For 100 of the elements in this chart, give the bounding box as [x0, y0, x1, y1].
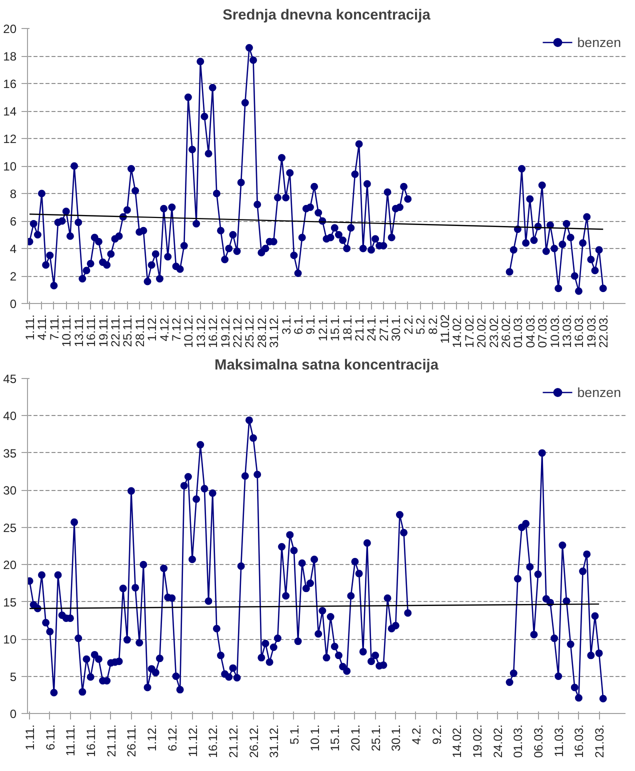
- x-tick-label: 2.2.: [401, 314, 416, 335]
- x-tick-label: 6.11.: [43, 724, 58, 750]
- x-tick-label: 6.1.: [292, 314, 306, 335]
- x-tick-label: 27.1.: [376, 314, 391, 342]
- x-tick-label: 9.1.: [304, 314, 318, 335]
- y-tick-label: 20: [3, 22, 17, 36]
- x-tick-label: 8.2.: [426, 314, 440, 335]
- x-tick-label: 23.02.: [486, 314, 501, 348]
- x-tick-label: 12.1.: [316, 314, 330, 342]
- x-tick-label: 13.11.: [72, 314, 86, 347]
- x-tick-label: 11.03.: [552, 724, 566, 757]
- x-tick-label: 01.03.: [511, 724, 526, 758]
- x-tick-label: 3.1.: [279, 314, 294, 335]
- x-tick-label: 21.1.: [352, 314, 367, 342]
- x-tick-label: 07.03.: [536, 314, 550, 348]
- chart-title: Srednja dnevna koncentracija: [222, 8, 432, 24]
- x-tick-label: 10.03.: [548, 314, 562, 348]
- x-tick-label: 4.2.: [409, 724, 424, 745]
- x-tick-label: 31.12.: [267, 724, 282, 758]
- x-tick-label: 25.12.: [242, 314, 257, 348]
- y-tick-label: 45: [3, 372, 17, 386]
- x-tick-label: 22.11.: [108, 314, 122, 347]
- x-tick-label: 10.1.: [308, 724, 322, 752]
- x-tick-label: 1.12.: [145, 314, 160, 342]
- x-tick-label: 6.12.: [165, 724, 180, 752]
- x-tick-label: 30.1.: [389, 724, 404, 752]
- x-tick-label: 20.02.: [474, 314, 489, 348]
- x-tick-label: 16.11.: [84, 724, 98, 757]
- x-tick-label: 19.11.: [96, 314, 110, 347]
- x-tick-label: 26.12.: [246, 724, 261, 758]
- x-tick-label: 14.02.: [450, 314, 464, 348]
- x-tick-label: 24.02.: [490, 724, 505, 758]
- x-tick-label: 31.12.: [267, 314, 282, 348]
- x-tick-label: 17.02.: [462, 314, 476, 348]
- x-tick-label: 9.2.: [430, 724, 444, 745]
- x-tick-label: 16.11.: [84, 314, 98, 347]
- x-tick-label: 10.11.: [60, 314, 74, 347]
- x-tick-label: 4.11.: [35, 314, 50, 340]
- x-tick-label: 11.11.: [64, 724, 78, 756]
- x-tick-label: 13.03.: [560, 314, 574, 348]
- y-tick-label: 8: [10, 187, 17, 201]
- x-tick-label: 20.1.: [348, 724, 362, 752]
- x-tick-label: 28.12.: [254, 314, 269, 348]
- x-tick-label: 13.12.: [194, 314, 208, 348]
- x-tick-label: 16.03.: [572, 724, 586, 758]
- y-tick-label: 10: [3, 632, 17, 647]
- y-tick-label: 25: [3, 520, 17, 535]
- y-tick-label: 0: [10, 297, 17, 311]
- y-tick-label: 10: [3, 160, 17, 174]
- y-tick-label: 20: [3, 558, 17, 572]
- y-tick-label: 12: [3, 132, 17, 146]
- x-tick-label: 22.12.: [230, 314, 245, 348]
- x-tick-label: 24.1.: [364, 314, 379, 342]
- x-tick-label: 06.03.: [532, 724, 546, 758]
- x-tick-label: 16.03.: [572, 314, 586, 348]
- x-tick-label: 30.1.: [389, 314, 404, 342]
- x-tick-label: 19.03.: [584, 314, 598, 348]
- chart-title: Maksimalna satna koncentracija: [214, 358, 440, 374]
- y-tick-label: 30: [3, 484, 17, 498]
- y-tick-label: 2: [10, 270, 17, 284]
- x-tick-label: 26.11.: [124, 724, 139, 757]
- legend-label: benzen: [577, 384, 621, 400]
- x-tick-label: 26.02.: [498, 314, 513, 348]
- y-tick-label: 14: [3, 104, 17, 118]
- x-tick-label: 5.2.: [414, 314, 428, 335]
- x-tick-label: 18.1.: [340, 314, 354, 342]
- x-tick-label: 15.1.: [328, 724, 342, 752]
- x-tick-label: 28.11.: [132, 314, 147, 347]
- x-tick-label: 1.12.: [145, 724, 160, 752]
- x-tick-label: 14.02.: [450, 724, 464, 758]
- y-tick-label: 4: [10, 242, 17, 256]
- y-tick-label: 35: [3, 446, 17, 460]
- x-tick-label: 21.03.: [592, 724, 607, 758]
- x-tick-label: 19.12.: [218, 314, 232, 348]
- x-tick-label: 19.02.: [470, 724, 485, 758]
- y-tick-label: 5: [10, 670, 17, 684]
- x-tick-label: 16.12.: [206, 314, 220, 348]
- x-tick-label: 01.03.: [511, 314, 526, 348]
- x-tick-label: 25.1.: [368, 724, 383, 752]
- x-tick-label: 1.11.: [23, 314, 38, 340]
- x-tick-label: 15.1.: [328, 314, 342, 342]
- x-tick-label: 21.11.: [104, 724, 118, 757]
- x-tick-label: 21.12.: [226, 724, 240, 758]
- x-tick-label: 25.11.: [120, 314, 135, 347]
- x-tick-label: 5.1.: [287, 724, 302, 745]
- x-tick-label: 11.12.: [186, 724, 200, 757]
- x-tick-label: 10.12.: [182, 314, 196, 348]
- y-tick-label: 15: [3, 595, 17, 610]
- x-tick-label: 11.02: [438, 314, 452, 344]
- y-tick-label: 0: [10, 707, 17, 721]
- x-tick-label: 7.11.: [47, 314, 62, 340]
- x-tick-label: 22.03.: [596, 314, 611, 348]
- y-tick-label: 16: [3, 77, 17, 91]
- x-tick-label: 1.11.: [23, 724, 38, 750]
- legend-label: benzen: [577, 34, 621, 50]
- y-tick-label: 40: [3, 409, 17, 424]
- y-tick-label: 18: [3, 50, 17, 64]
- x-tick-label: 4.12.: [157, 314, 172, 342]
- x-tick-label: 7.12.: [169, 314, 184, 342]
- x-tick-label: 04.03.: [523, 314, 538, 348]
